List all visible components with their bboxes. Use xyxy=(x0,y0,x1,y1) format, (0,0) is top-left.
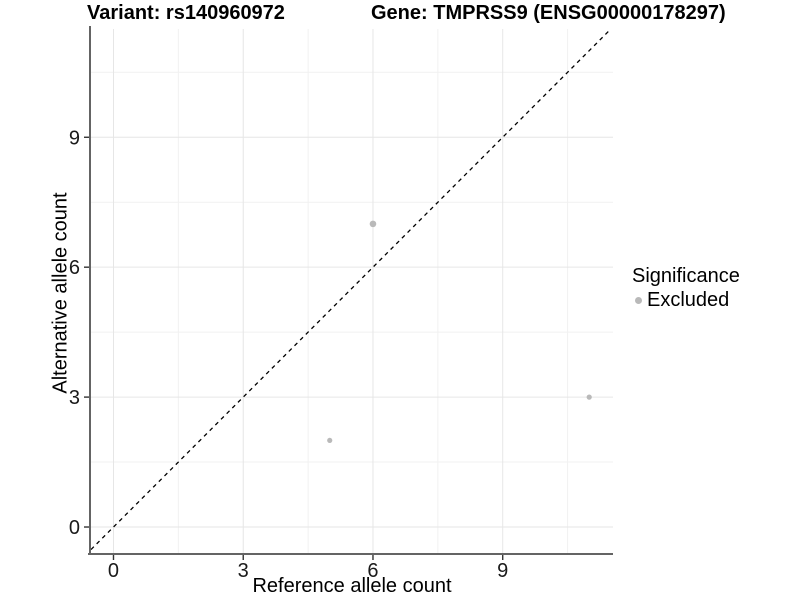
legend-point-icon xyxy=(635,296,642,304)
x-axis-title: Reference allele count xyxy=(252,575,452,597)
y-tick-label: 9 xyxy=(69,127,80,149)
plot-title-variant: Variant: rs140960972 xyxy=(87,2,285,24)
x-tick-label: 6 xyxy=(367,560,378,582)
axis-ticks: 0 3 6 9 0 3 6 9 xyxy=(69,127,508,582)
data-points xyxy=(327,220,592,444)
legend-entry-label: Excluded xyxy=(647,289,730,311)
data-point xyxy=(586,394,592,400)
data-point xyxy=(369,220,377,228)
identity-line xyxy=(90,28,612,550)
grid-minor xyxy=(91,29,613,553)
x-tick-label: 9 xyxy=(497,560,508,582)
y-tick-label: 6 xyxy=(69,257,80,279)
legend: Significance Excluded xyxy=(632,264,740,311)
y-tick-label: 0 xyxy=(69,517,80,539)
x-tick-label: 0 xyxy=(108,560,119,582)
y-axis-title: Alternative allele count xyxy=(49,192,72,394)
grid-major xyxy=(91,29,613,553)
plot-title-gene: Gene: TMPRSS9 (ENSG00000178297) xyxy=(371,2,726,24)
legend-title: Significance xyxy=(632,265,740,287)
data-point xyxy=(327,437,333,444)
y-tick-label: 3 xyxy=(69,387,80,409)
legend-entry-excluded: Excluded xyxy=(632,289,740,311)
x-tick-label: 3 xyxy=(238,560,249,582)
